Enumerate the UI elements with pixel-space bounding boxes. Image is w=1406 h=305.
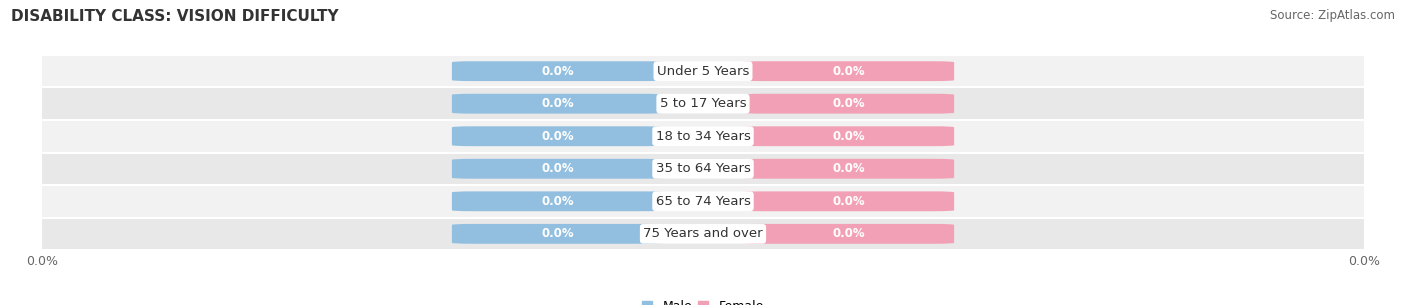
Text: 0.0%: 0.0% [832, 227, 865, 240]
Text: 0.0%: 0.0% [541, 195, 574, 208]
Text: 0.0%: 0.0% [541, 130, 574, 143]
FancyBboxPatch shape [451, 126, 664, 146]
Text: 0.0%: 0.0% [832, 65, 865, 78]
Text: 0.0%: 0.0% [541, 65, 574, 78]
FancyBboxPatch shape [742, 61, 955, 81]
Text: 18 to 34 Years: 18 to 34 Years [655, 130, 751, 143]
Bar [42, 88, 1364, 120]
Legend: Male, Female: Male, Female [637, 295, 769, 305]
Text: 5 to 17 Years: 5 to 17 Years [659, 97, 747, 110]
FancyBboxPatch shape [451, 61, 664, 81]
Text: 75 Years and over: 75 Years and over [643, 227, 763, 240]
FancyBboxPatch shape [742, 224, 955, 244]
FancyBboxPatch shape [451, 224, 664, 244]
FancyBboxPatch shape [451, 191, 664, 211]
FancyBboxPatch shape [742, 159, 955, 179]
FancyBboxPatch shape [451, 159, 664, 179]
Bar [42, 152, 1364, 185]
Bar [42, 120, 1364, 152]
Text: DISABILITY CLASS: VISION DIFFICULTY: DISABILITY CLASS: VISION DIFFICULTY [11, 9, 339, 24]
FancyBboxPatch shape [451, 94, 664, 114]
Text: 65 to 74 Years: 65 to 74 Years [655, 195, 751, 208]
FancyBboxPatch shape [742, 126, 955, 146]
Text: 35 to 64 Years: 35 to 64 Years [655, 162, 751, 175]
Text: 0.0%: 0.0% [541, 162, 574, 175]
Text: 0.0%: 0.0% [832, 195, 865, 208]
Text: Source: ZipAtlas.com: Source: ZipAtlas.com [1270, 9, 1395, 22]
FancyBboxPatch shape [742, 191, 955, 211]
Bar [42, 55, 1364, 88]
Text: 0.0%: 0.0% [832, 162, 865, 175]
Bar [42, 217, 1364, 250]
Text: 0.0%: 0.0% [541, 97, 574, 110]
Text: 0.0%: 0.0% [832, 97, 865, 110]
Text: Under 5 Years: Under 5 Years [657, 65, 749, 78]
Text: 0.0%: 0.0% [541, 227, 574, 240]
Text: 0.0%: 0.0% [832, 130, 865, 143]
FancyBboxPatch shape [742, 94, 955, 114]
Bar [42, 185, 1364, 217]
